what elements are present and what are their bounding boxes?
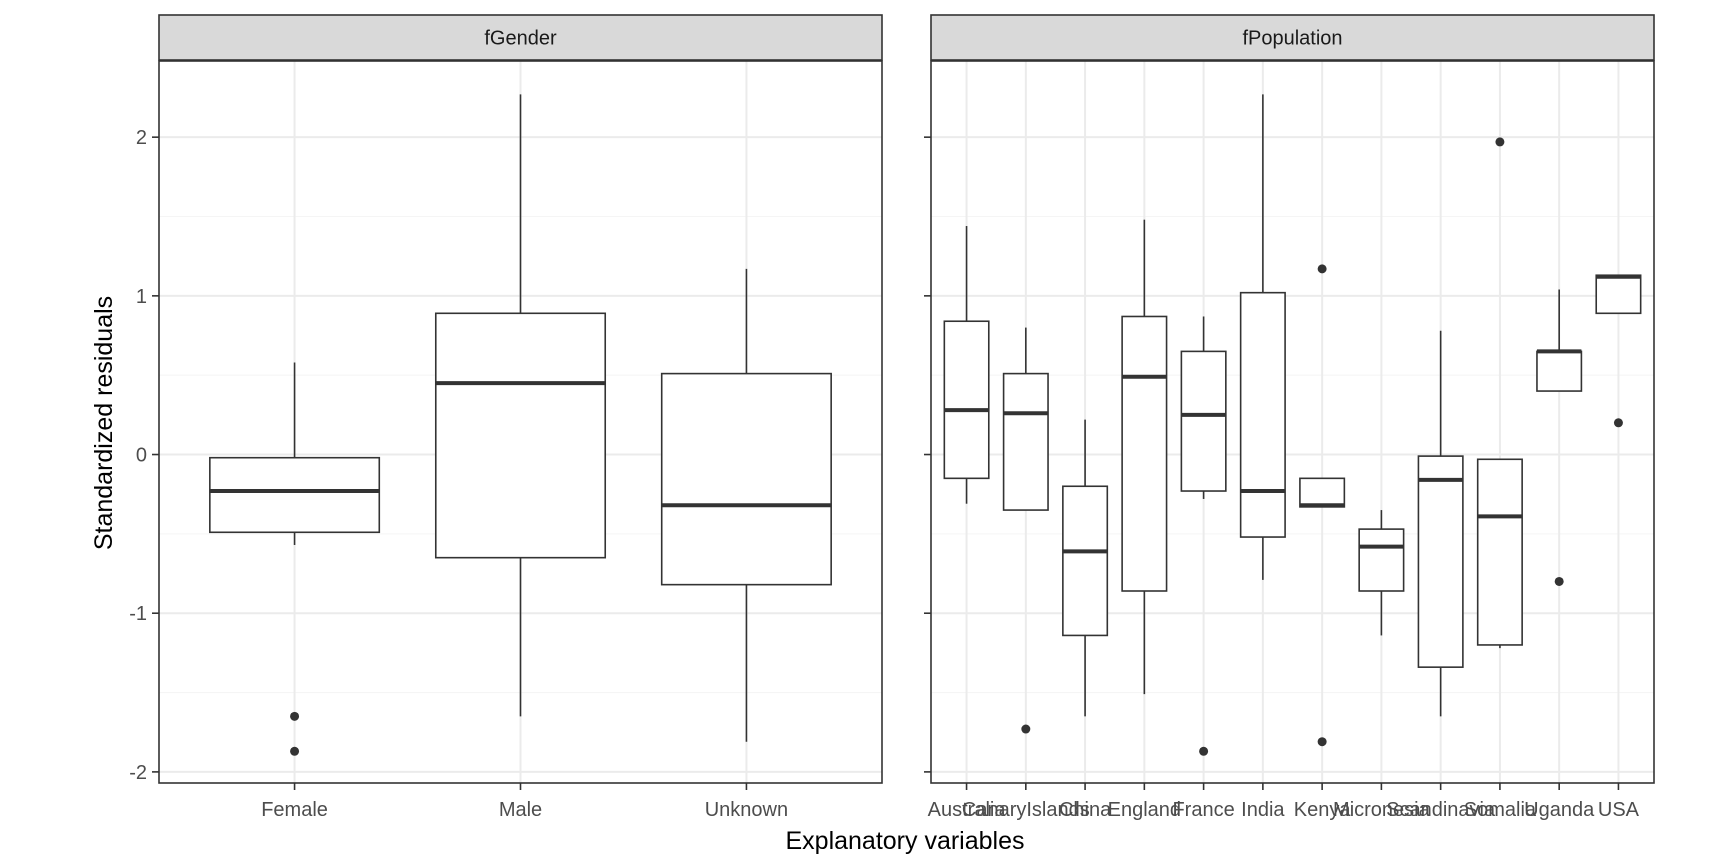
panel-fPopulation: fPopulation AustraliaCanaryIslandsChinaEn… [924, 14, 1655, 821]
box-iqr [209, 456, 381, 534]
x-tick-label: Micronesia [1333, 799, 1431, 821]
box-Unknown [660, 268, 832, 742]
box-Micronesia [1358, 510, 1405, 636]
box-France [1180, 316, 1227, 756]
outlier-point [290, 711, 300, 721]
x-axis-title: Explanatory variables [785, 827, 1024, 855]
box-iqr [1358, 528, 1405, 592]
box-iqr [1062, 485, 1109, 637]
box-iqr [660, 372, 832, 586]
x-tick-label: England [1108, 799, 1181, 821]
box-Somalia [1476, 137, 1523, 649]
panel-fGender: fGender Female Male Unknown [152, 14, 883, 821]
box-Female [209, 362, 381, 756]
y-tick-label: -1 [129, 603, 147, 625]
outlier-point [1317, 737, 1327, 747]
x-tick-label: Somalia [1464, 799, 1537, 821]
x-tick-label: India [1241, 799, 1285, 821]
x-tick-label: Unknown [705, 799, 788, 821]
box-iqr [943, 320, 990, 480]
facet-strip-label: fGender [484, 28, 557, 50]
x-tick-label: Kenya [1294, 799, 1352, 821]
box-iqr [1239, 291, 1286, 538]
box-Australia [943, 226, 990, 504]
box-iqr [1002, 372, 1049, 511]
outlier-point [1317, 264, 1327, 274]
box-China [1062, 419, 1109, 717]
x-tick-label: Uganda [1524, 799, 1595, 821]
x-tick-label: France [1172, 799, 1234, 821]
y-axis-title: Standardized residuals [90, 296, 118, 550]
box-Male [434, 94, 607, 717]
outlier-point [1613, 418, 1623, 428]
facet-strip [930, 14, 1655, 61]
box-iqr [1595, 274, 1642, 315]
x-tick-label: Female [261, 799, 328, 821]
outlier-point [1021, 724, 1031, 734]
x-tick-label: Australia [928, 799, 1007, 821]
y-tick-label: 0 [136, 445, 147, 467]
panels-layer: fGender Female Male Unknown fPopulation Austr… [152, 14, 1655, 821]
x-tick-label: Scandinavia [1386, 799, 1496, 821]
outlier-point [1199, 746, 1209, 756]
box-iqr [1417, 455, 1464, 668]
box-iqr [434, 312, 607, 559]
outlier-point [1495, 137, 1505, 147]
box-iqr [1180, 350, 1227, 492]
x-tick-label: CanaryIslands [962, 799, 1090, 821]
box-iqr [1476, 458, 1523, 646]
box-Uganda [1536, 289, 1583, 586]
x-tick-label: Male [499, 799, 542, 821]
y-tick-label: 1 [136, 286, 147, 308]
box-USA [1595, 274, 1642, 428]
box-iqr [1536, 350, 1583, 392]
box-Scandinavia [1417, 330, 1464, 717]
y-tick-label: 2 [136, 127, 147, 149]
outlier-point [1554, 576, 1564, 586]
y-axis: -2 -1 0 1 2 [129, 127, 147, 784]
panel-background [931, 61, 1654, 783]
box-iqr [1121, 315, 1168, 592]
facet-strip [158, 14, 883, 61]
facet-strip-label: fPopulation [1242, 28, 1342, 50]
panel-border [930, 60, 1655, 784]
x-tick-label: China [1059, 799, 1112, 821]
box-India [1239, 94, 1286, 580]
box-CanaryIslands [1002, 327, 1049, 734]
y-tick-label: -2 [129, 762, 147, 784]
outlier-point [290, 746, 300, 756]
box-England [1121, 219, 1168, 695]
box-iqr [1299, 477, 1346, 508]
x-tick-label: USA [1598, 799, 1640, 821]
box-Kenya [1299, 264, 1346, 747]
